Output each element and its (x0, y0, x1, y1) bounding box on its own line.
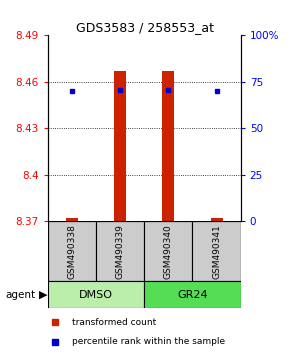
Bar (114, 71, 126, 221)
Bar (48, 281, 144, 308)
Text: percentile rank within the sample: percentile rank within the sample (72, 337, 225, 347)
Text: GDS3583 / 258553_at: GDS3583 / 258553_at (76, 21, 214, 34)
Text: GSM490340: GSM490340 (164, 224, 173, 279)
Text: GSM490339: GSM490339 (116, 224, 125, 279)
Bar (162, 71, 174, 221)
Bar (96, 221, 144, 281)
Bar (144, 281, 241, 308)
Text: GSM490341: GSM490341 (212, 224, 221, 279)
Bar (144, 221, 193, 281)
Bar (193, 221, 241, 281)
Text: ▶: ▶ (39, 290, 48, 299)
Bar (66, 218, 78, 221)
Text: agent: agent (6, 290, 36, 299)
Bar (48, 221, 96, 281)
Text: GSM490338: GSM490338 (68, 224, 77, 279)
Text: DMSO: DMSO (79, 290, 113, 300)
Bar (211, 218, 223, 221)
Text: transformed count: transformed count (72, 318, 156, 327)
Text: GR24: GR24 (177, 290, 208, 300)
